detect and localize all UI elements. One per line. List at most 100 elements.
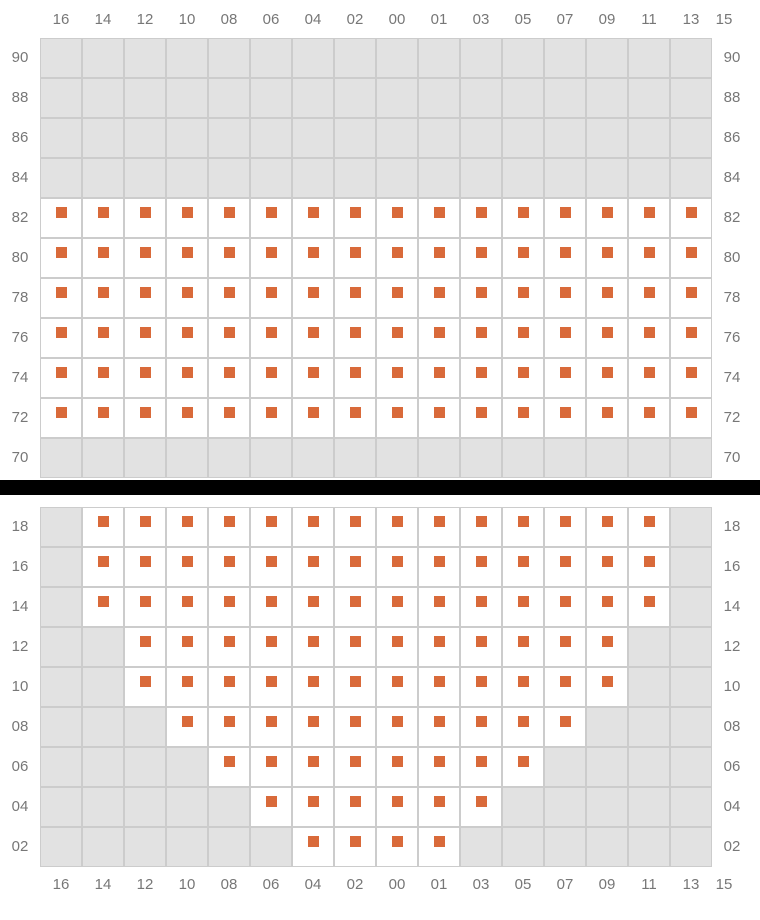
seat-cell[interactable] [82,747,124,787]
seat-cell[interactable] [460,38,502,78]
seat-cell[interactable] [250,747,292,787]
seat-cell[interactable] [544,507,586,547]
seat-cell[interactable] [208,747,250,787]
seat-icon[interactable] [476,556,487,567]
seat-cell[interactable] [418,318,460,358]
seat-cell[interactable] [460,587,502,627]
seat-icon[interactable] [182,716,193,727]
seat-icon[interactable] [140,676,151,687]
seat-cell[interactable] [40,667,82,707]
seat-cell[interactable] [334,238,376,278]
seat-icon[interactable] [476,287,487,298]
seat-cell[interactable] [82,787,124,827]
seat-cell[interactable] [376,747,418,787]
seat-cell[interactable] [40,38,82,78]
seat-icon[interactable] [434,327,445,338]
seat-cell[interactable] [124,627,166,667]
seat-cell[interactable] [334,38,376,78]
seat-cell[interactable] [628,118,670,158]
seat-cell[interactable] [166,438,208,478]
seat-cell[interactable] [82,198,124,238]
seat-cell[interactable] [544,827,586,867]
seat-icon[interactable] [434,367,445,378]
seat-cell[interactable] [166,358,208,398]
seat-cell[interactable] [124,827,166,867]
seat-icon[interactable] [224,556,235,567]
seat-icon[interactable] [518,407,529,418]
seat-cell[interactable] [250,627,292,667]
seat-icon[interactable] [476,636,487,647]
seat-cell[interactable] [544,707,586,747]
seat-icon[interactable] [98,556,109,567]
seat-icon[interactable] [602,516,613,527]
seat-cell[interactable] [334,667,376,707]
seat-cell[interactable] [544,547,586,587]
seat-cell[interactable] [544,627,586,667]
seat-icon[interactable] [224,756,235,767]
seat-cell[interactable] [292,707,334,747]
seat-icon[interactable] [224,636,235,647]
seat-cell[interactable] [586,358,628,398]
seat-icon[interactable] [140,287,151,298]
seat-cell[interactable] [628,158,670,198]
seat-cell[interactable] [334,198,376,238]
seat-cell[interactable] [82,627,124,667]
seat-icon[interactable] [56,327,67,338]
seat-cell[interactable] [334,438,376,478]
seat-cell[interactable] [208,587,250,627]
seat-cell[interactable] [208,507,250,547]
seat-cell[interactable] [628,238,670,278]
seat-cell[interactable] [292,547,334,587]
seat-cell[interactable] [670,118,712,158]
seat-cell[interactable] [40,827,82,867]
seat-icon[interactable] [434,796,445,807]
seat-cell[interactable] [418,787,460,827]
seat-icon[interactable] [476,596,487,607]
seat-icon[interactable] [518,367,529,378]
seat-cell[interactable] [376,587,418,627]
seat-cell[interactable] [208,707,250,747]
seat-icon[interactable] [350,796,361,807]
seat-icon[interactable] [224,407,235,418]
seat-icon[interactable] [350,556,361,567]
seat-cell[interactable] [544,318,586,358]
seat-cell[interactable] [334,158,376,198]
seat-icon[interactable] [56,287,67,298]
seat-icon[interactable] [686,247,697,258]
seat-icon[interactable] [392,367,403,378]
seat-icon[interactable] [140,407,151,418]
seat-cell[interactable] [334,787,376,827]
seat-cell[interactable] [82,827,124,867]
seat-cell[interactable] [418,198,460,238]
seat-cell[interactable] [670,198,712,238]
seat-cell[interactable] [502,78,544,118]
seat-cell[interactable] [82,667,124,707]
seat-icon[interactable] [560,716,571,727]
seat-cell[interactable] [460,827,502,867]
seat-cell[interactable] [166,238,208,278]
seat-cell[interactable] [376,278,418,318]
seat-icon[interactable] [518,207,529,218]
seat-icon[interactable] [308,836,319,847]
seat-cell[interactable] [166,398,208,438]
seat-icon[interactable] [434,516,445,527]
seat-cell[interactable] [418,118,460,158]
seat-cell[interactable] [502,747,544,787]
seat-cell[interactable] [628,78,670,118]
seat-cell[interactable] [208,238,250,278]
seat-cell[interactable] [82,38,124,78]
seat-icon[interactable] [434,207,445,218]
seat-cell[interactable] [502,318,544,358]
seat-cell[interactable] [208,438,250,478]
seat-icon[interactable] [392,327,403,338]
seat-icon[interactable] [602,556,613,567]
seat-cell[interactable] [292,198,334,238]
seat-cell[interactable] [460,787,502,827]
seat-cell[interactable] [82,278,124,318]
seat-cell[interactable] [502,238,544,278]
seat-icon[interactable] [560,287,571,298]
seat-cell[interactable] [670,318,712,358]
seat-icon[interactable] [182,407,193,418]
seat-icon[interactable] [392,247,403,258]
seat-icon[interactable] [518,716,529,727]
